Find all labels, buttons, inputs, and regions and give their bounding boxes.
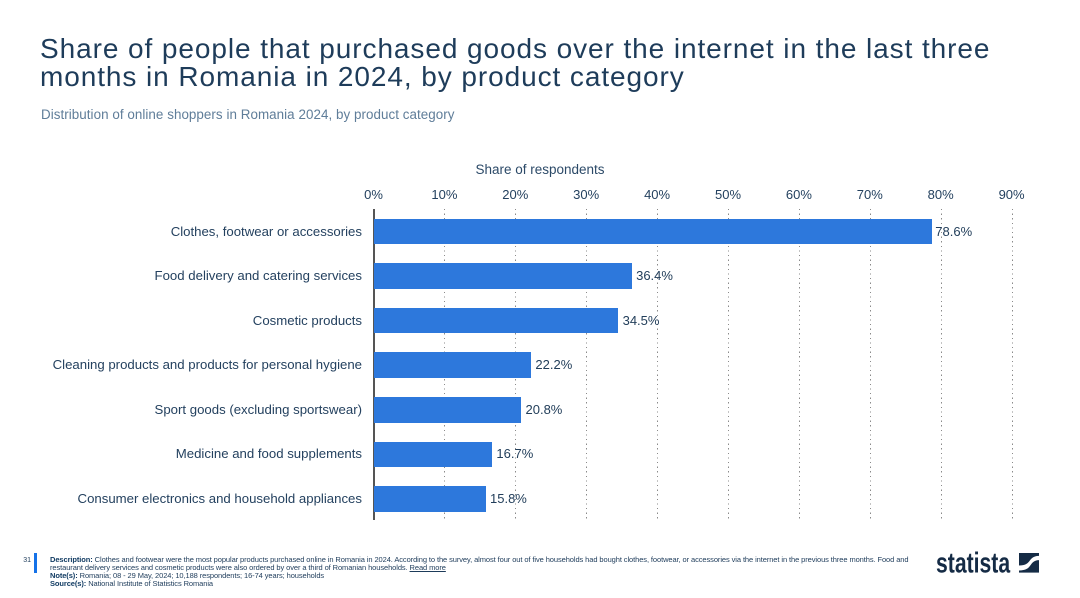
svg-text:statista: statista <box>936 548 1011 576</box>
